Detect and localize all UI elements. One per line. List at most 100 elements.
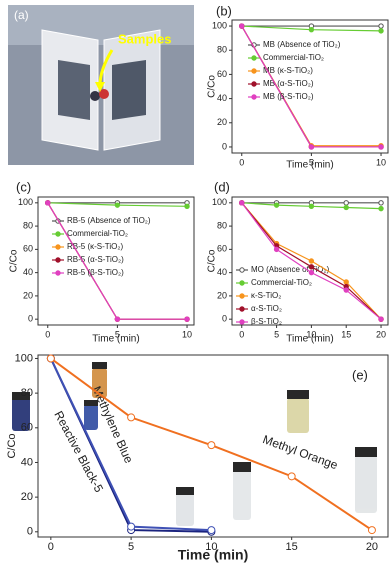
data-point <box>45 200 51 206</box>
data-point <box>127 522 136 531</box>
data-point <box>273 246 280 253</box>
panel-label: (d) <box>214 179 230 194</box>
y-axis-label: C/Co <box>6 433 18 458</box>
legend-label: MB (β-S-TiO₂) <box>263 92 314 101</box>
legend-marker <box>55 244 61 250</box>
y-tick-label: 20 <box>217 117 227 127</box>
data-point <box>308 269 315 276</box>
legend-label: α-S-TiO₂ <box>251 304 282 313</box>
legend-label: Commercial-TiO₂ <box>67 229 128 238</box>
data-point <box>207 526 216 535</box>
x-tick-label: 5 <box>115 329 120 339</box>
data-point <box>308 26 315 33</box>
legend-marker <box>239 319 245 325</box>
legend-label: β-S-TiO₂ <box>251 317 282 326</box>
y-tick-label: 100 <box>212 197 227 207</box>
x-tick-label: 15 <box>286 541 298 553</box>
y-tick-label: 20 <box>23 290 33 300</box>
legend-label: Commercial-TiO₂ <box>251 278 312 287</box>
data-point <box>367 526 376 535</box>
legend-marker <box>239 306 245 312</box>
x-axis-label: Time (min) <box>92 334 139 345</box>
legend-label: RB-5 (κ-S-TiO₂) <box>67 242 123 251</box>
legend-label: κ-S-TiO₂ <box>251 291 281 300</box>
legend-marker <box>55 270 61 276</box>
y-tick-label: 40 <box>217 93 227 103</box>
y-tick-label: 20 <box>21 491 33 503</box>
y-tick-label: 40 <box>23 267 33 277</box>
x-tick-label: 10 <box>376 157 386 167</box>
data-point <box>378 205 384 212</box>
photo <box>8 5 194 165</box>
plot-frame <box>37 196 195 326</box>
y-tick-label: 60 <box>217 244 227 254</box>
plot-frame <box>37 354 389 538</box>
x-axis-label: Time (min) <box>178 547 249 563</box>
data-point <box>127 413 136 422</box>
data-point <box>378 200 384 206</box>
x-tick-label: 5 <box>274 329 279 339</box>
data-point <box>287 472 296 481</box>
y-tick-label: 60 <box>217 69 227 79</box>
x-tick-label: 20 <box>376 329 386 339</box>
y-tick-label: 100 <box>15 352 33 364</box>
panel-label: (e) <box>352 367 368 382</box>
y-tick-label: 60 <box>21 422 33 434</box>
legend-marker <box>251 94 257 100</box>
legend-marker <box>251 68 257 74</box>
x-tick-label: 15 <box>341 329 351 339</box>
y-tick-label: 20 <box>217 290 227 300</box>
x-tick-label: 10 <box>205 541 217 553</box>
panel-label: (c) <box>16 179 31 194</box>
x-tick-label: 0 <box>239 329 244 339</box>
legend-marker <box>55 257 61 263</box>
y-axis-label: C/Co <box>207 249 218 272</box>
data-point <box>343 200 349 206</box>
x-tick-label: 0 <box>239 157 244 167</box>
y-tick-label: 80 <box>217 45 227 55</box>
legend-marker <box>55 231 61 237</box>
panel-label: (b) <box>216 3 232 18</box>
y-tick-label: 100 <box>18 197 33 207</box>
data-point <box>343 287 349 293</box>
x-tick-label: 5 <box>309 157 314 167</box>
data-point <box>378 28 384 34</box>
data-point <box>378 23 384 29</box>
legend-marker <box>251 81 257 87</box>
y-tick-label: 40 <box>21 456 33 468</box>
data-point <box>184 316 190 322</box>
legend-marker <box>239 267 245 273</box>
panel-label: (a) <box>14 8 29 22</box>
x-axis-label: Time (min) <box>286 160 333 171</box>
y-tick-label: 80 <box>217 220 227 230</box>
plot-frame <box>231 196 389 326</box>
y-tick-label: 100 <box>212 20 227 30</box>
y-axis-label: C/Co <box>207 75 218 98</box>
y-tick-label: 60 <box>23 244 33 254</box>
plot-frame <box>231 19 389 154</box>
legend-label: MB (α-S-TiO₂) <box>263 79 314 88</box>
y-tick-label: 0 <box>222 314 227 324</box>
y-axis-label: C/Co <box>9 249 20 272</box>
legend-label: RB-5 (α-S-TiO₂) <box>67 255 124 264</box>
vials <box>12 362 377 526</box>
x-tick-label: 0 <box>48 541 54 553</box>
legend-label: MB (κ-S-TiO₂) <box>263 66 313 75</box>
y-tick-label: 40 <box>217 267 227 277</box>
legend-label: RB-5 (Absence of TiO₂) <box>67 216 151 225</box>
x-tick-label: 5 <box>128 541 134 553</box>
data-point <box>184 203 190 210</box>
data-point <box>308 203 315 210</box>
y-tick-label: 80 <box>23 220 33 230</box>
legend-label: Commercial-TiO₂ <box>263 53 324 62</box>
legend-marker <box>251 55 257 61</box>
data-point <box>308 144 315 150</box>
x-axis-label: Time (min) <box>286 334 333 345</box>
data-point <box>343 204 349 211</box>
y-tick-label: 0 <box>222 141 227 151</box>
data-point <box>114 202 121 208</box>
legend-label: RB-5 (β-S-TiO₂) <box>67 268 124 277</box>
data-point <box>114 316 121 322</box>
annotation: Samples <box>118 31 171 46</box>
